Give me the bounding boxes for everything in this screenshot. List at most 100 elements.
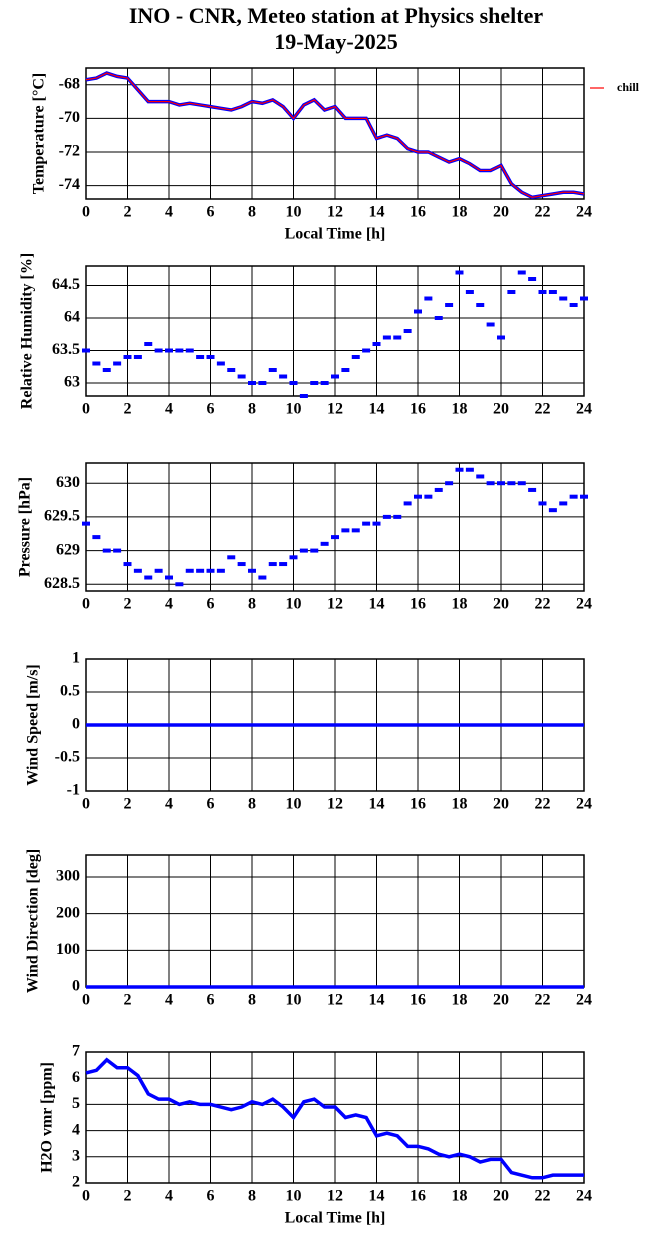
x-tick-label: 22 bbox=[535, 401, 551, 418]
data-point bbox=[82, 348, 90, 353]
y-tick-label: 0 bbox=[72, 978, 80, 995]
x-tick-label: 14 bbox=[369, 796, 385, 813]
plot-frame bbox=[85, 1051, 585, 1184]
data-point bbox=[393, 514, 402, 519]
data-point bbox=[331, 535, 339, 540]
x-tick-label: 2 bbox=[124, 992, 132, 1009]
data-point bbox=[455, 270, 464, 275]
x-tick-label: 0 bbox=[82, 204, 90, 221]
x-tick-label: 18 bbox=[452, 401, 468, 418]
y-axis-label: Temperature [°C] bbox=[31, 73, 48, 194]
x-tick-label: 22 bbox=[535, 596, 551, 613]
x-tick-label: 12 bbox=[327, 1188, 343, 1205]
x-tick-label: 24 bbox=[576, 401, 592, 418]
y-axis-label: H2O vmr [ppm] bbox=[39, 1062, 56, 1173]
data-point bbox=[393, 335, 402, 340]
x-tick-label: 10 bbox=[286, 204, 302, 221]
data-point bbox=[82, 521, 90, 526]
x-tick-label: 16 bbox=[410, 796, 426, 813]
x-tick-label: 0 bbox=[82, 1188, 90, 1205]
data-point bbox=[279, 374, 288, 379]
data-point bbox=[175, 582, 184, 587]
data-point bbox=[538, 290, 547, 294]
x-tick-label: 20 bbox=[493, 992, 509, 1009]
y-tick-label: 100 bbox=[56, 941, 80, 958]
data-point bbox=[476, 303, 485, 307]
x-tick-label: 8 bbox=[248, 401, 256, 418]
data-point bbox=[372, 342, 381, 346]
x-tick-label: 16 bbox=[410, 1188, 426, 1205]
data-point bbox=[559, 501, 568, 506]
data-point bbox=[424, 296, 433, 301]
x-tick-label: 24 bbox=[576, 992, 592, 1009]
data-point bbox=[92, 361, 101, 366]
x-tick-label: 6 bbox=[207, 796, 215, 813]
data-point bbox=[258, 381, 267, 385]
x-tick-label: 2 bbox=[124, 596, 132, 613]
data-point bbox=[351, 355, 360, 359]
data-point bbox=[403, 329, 412, 333]
data-point bbox=[279, 562, 288, 567]
x-tick-label: 18 bbox=[452, 1188, 468, 1205]
data-point bbox=[216, 568, 225, 573]
data-point bbox=[569, 494, 578, 499]
data-point bbox=[331, 374, 339, 379]
data-point bbox=[113, 548, 122, 553]
x-tick-label: 20 bbox=[493, 1188, 509, 1205]
y-tick-label: 6 bbox=[72, 1069, 80, 1086]
y-tick-label: 0 bbox=[72, 716, 80, 733]
y-tick-label: 5 bbox=[72, 1095, 80, 1112]
x-tick-label: 0 bbox=[82, 796, 90, 813]
y-tick-label: 0.5 bbox=[60, 683, 80, 700]
x-tick-label: 2 bbox=[124, 204, 132, 221]
data-point bbox=[154, 568, 163, 573]
x-axis-label: Local Time [h] bbox=[285, 226, 386, 243]
data-point bbox=[102, 368, 111, 372]
x-tick-label: 2 bbox=[124, 1188, 132, 1205]
x-tick-label: 4 bbox=[165, 992, 173, 1009]
y-tick-label: 629.5 bbox=[44, 508, 80, 525]
plot-frame bbox=[85, 462, 585, 592]
x-tick-label: 4 bbox=[165, 204, 173, 221]
data-point bbox=[372, 521, 381, 526]
y-tick-label: 628.5 bbox=[44, 575, 80, 592]
data-point bbox=[133, 355, 142, 359]
data-point bbox=[102, 548, 111, 553]
y-tick-label: 64 bbox=[64, 309, 80, 326]
data-point bbox=[196, 568, 205, 573]
data-point bbox=[258, 575, 267, 580]
x-tick-label: 22 bbox=[535, 204, 551, 221]
data-point bbox=[341, 528, 350, 533]
x-tick-label: 10 bbox=[286, 1188, 302, 1205]
data-point bbox=[382, 514, 391, 519]
data-point bbox=[248, 381, 256, 385]
data-point bbox=[486, 481, 495, 486]
x-tick-label: 16 bbox=[410, 596, 426, 613]
x-tick-label: 2 bbox=[124, 796, 132, 813]
x-tick-label: 16 bbox=[410, 204, 426, 221]
x-tick-label: 4 bbox=[165, 401, 173, 418]
data-point bbox=[227, 368, 236, 372]
x-tick-label: 8 bbox=[248, 796, 256, 813]
data-point bbox=[165, 348, 173, 353]
x-tick-label: 12 bbox=[327, 992, 343, 1009]
data-point bbox=[465, 467, 474, 472]
data-point bbox=[310, 548, 319, 553]
y-tick-label: 630 bbox=[56, 474, 80, 491]
x-axis-label: Local Time [h] bbox=[285, 1210, 386, 1227]
data-point bbox=[497, 335, 505, 340]
x-tick-label: 16 bbox=[410, 992, 426, 1009]
data-point bbox=[320, 381, 329, 385]
data-point bbox=[165, 575, 173, 580]
data-point bbox=[538, 501, 547, 506]
data-point bbox=[445, 303, 454, 307]
x-tick-label: 0 bbox=[82, 992, 90, 1009]
x-tick-label: 8 bbox=[248, 204, 256, 221]
x-tick-label: 10 bbox=[286, 401, 302, 418]
data-point bbox=[414, 494, 422, 499]
data-point bbox=[455, 467, 464, 472]
x-tick-label: 14 bbox=[369, 1188, 385, 1205]
data-point bbox=[299, 394, 308, 398]
x-tick-label: 6 bbox=[207, 204, 215, 221]
